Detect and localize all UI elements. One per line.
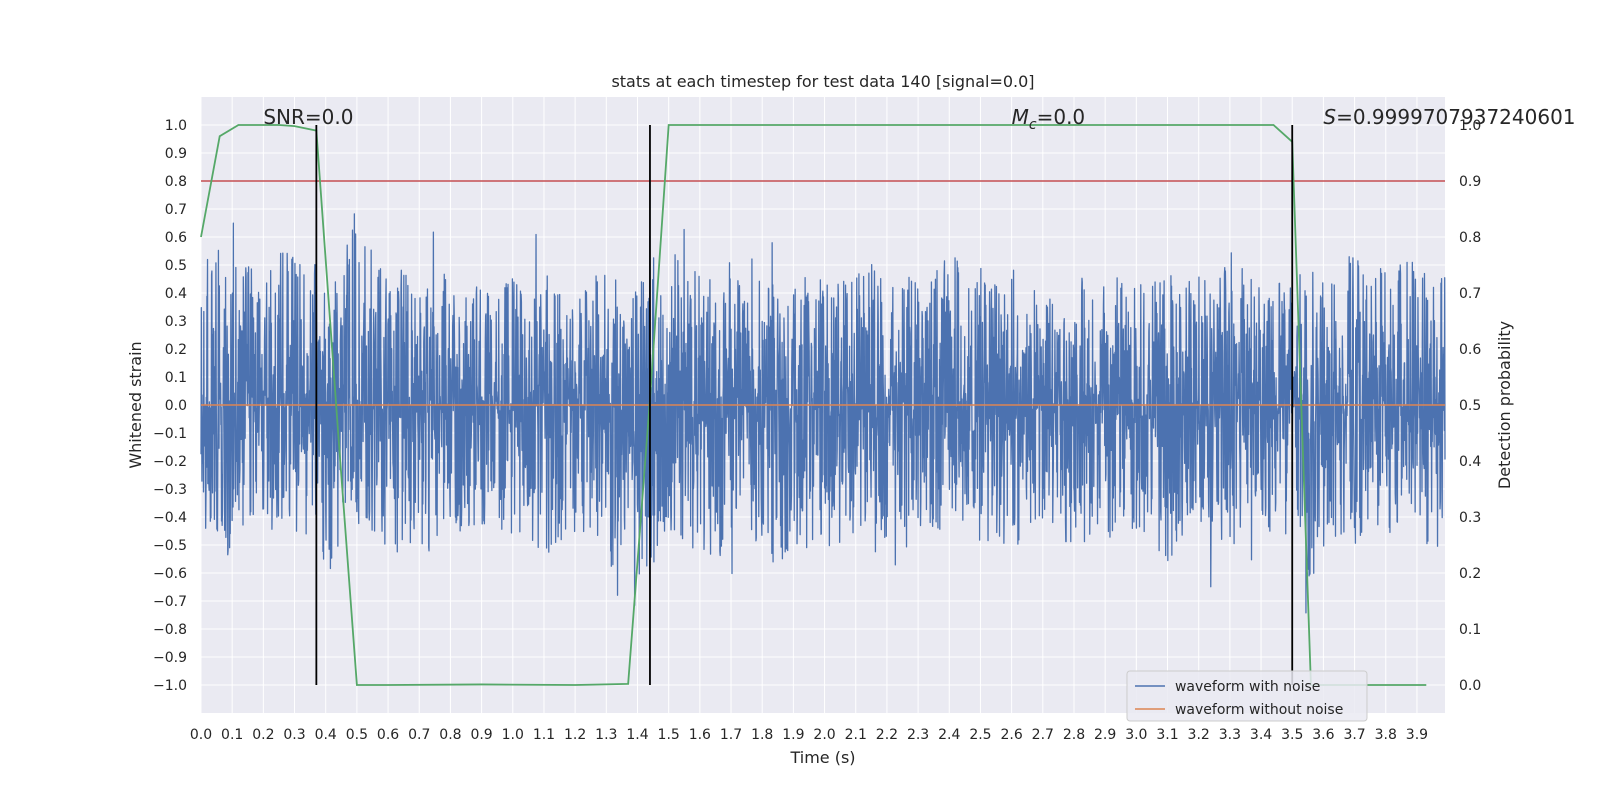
series-line-waveform-with-noise bbox=[200, 213, 1446, 614]
y-tick-label: −0.5 bbox=[153, 538, 187, 554]
y-tick-label: 0.1 bbox=[165, 370, 187, 386]
y2-tick-label: 0.1 bbox=[1459, 622, 1481, 638]
x-tick-label: 1.9 bbox=[782, 727, 804, 743]
y-tick-label: −0.1 bbox=[153, 426, 187, 442]
chart-title: stats at each timestep for test data 140… bbox=[611, 72, 1034, 91]
x-tick-label: 0.3 bbox=[283, 727, 305, 743]
x-tick-label: 1.1 bbox=[533, 727, 555, 743]
x-tick-label: 3.2 bbox=[1188, 727, 1210, 743]
mc-annotation: Mc=0.0 bbox=[1012, 105, 1086, 133]
tick-labels: 0.0 0.1 0.2 0.3 0.4 0.5 0.6 0.7 0.8 0.9 1.0 1.1 1.2 1… bbox=[153, 118, 1481, 743]
x-tick-label: 0.9 bbox=[470, 727, 492, 743]
mc-value: =0.0 bbox=[1037, 105, 1086, 129]
y2-tick-label: 0.2 bbox=[1459, 566, 1481, 582]
y-tick-label: −1.0 bbox=[153, 678, 187, 694]
y-tick-label: 0.5 bbox=[165, 258, 187, 274]
x-tick-label: 2.5 bbox=[969, 727, 991, 743]
x-tick-label: 0.8 bbox=[439, 727, 461, 743]
y-tick-label: 0.9 bbox=[165, 146, 187, 162]
x-tick-label: 3.4 bbox=[1250, 727, 1272, 743]
x-tick-label: 2.6 bbox=[1000, 727, 1022, 743]
x-tick-label: 2.0 bbox=[813, 727, 835, 743]
y2-tick-label: 0.5 bbox=[1459, 398, 1481, 414]
s-annotation: S=0.9999707937240601 bbox=[1323, 105, 1575, 129]
legend-entry-waveform-without-noise: waveform without noise bbox=[1175, 702, 1343, 718]
y-tick-label: 1.0 bbox=[165, 118, 187, 134]
x-tick-label: 3.1 bbox=[1156, 727, 1178, 743]
x-tick-label: 1.4 bbox=[626, 727, 648, 743]
x-tick-label: 2.9 bbox=[1094, 727, 1116, 743]
x-tick-label: 0.1 bbox=[221, 727, 243, 743]
x-tick-label: 2.3 bbox=[907, 727, 929, 743]
x-tick-label: 3.0 bbox=[1125, 727, 1147, 743]
x-tick-label: 1.6 bbox=[689, 727, 711, 743]
s-symbol: S bbox=[1323, 105, 1336, 129]
x-tick-label: 1.7 bbox=[720, 727, 742, 743]
y-tick-label: −0.8 bbox=[153, 622, 187, 638]
x-tick-label: 2.1 bbox=[845, 727, 867, 743]
y-tick-label: 0.6 bbox=[165, 230, 187, 246]
x-tick-label: 0.0 bbox=[190, 727, 212, 743]
legend: waveform with noise waveform without noi… bbox=[1126, 670, 1368, 722]
x-axis-label: Time (s) bbox=[789, 748, 855, 767]
y2-tick-label: 0.7 bbox=[1459, 286, 1481, 302]
y-tick-label: 0.7 bbox=[165, 202, 187, 218]
y2-tick-label: 1.0 bbox=[1459, 118, 1481, 134]
x-tick-label: 0.5 bbox=[346, 727, 368, 743]
y2-tick-label: 0.8 bbox=[1459, 230, 1481, 246]
x-tick-label: 3.8 bbox=[1375, 727, 1397, 743]
y-tick-label: 0.3 bbox=[165, 314, 187, 330]
x-tick-label: 3.9 bbox=[1406, 727, 1428, 743]
legend-entry-waveform-with-noise: waveform with noise bbox=[1175, 679, 1320, 695]
y-tick-label: −0.2 bbox=[153, 454, 187, 470]
y-axis-label: Whitened strain bbox=[126, 341, 145, 468]
y-tick-label: −0.7 bbox=[153, 594, 187, 610]
x-tick-label: 3.6 bbox=[1312, 727, 1334, 743]
x-tick-label: 1.3 bbox=[595, 727, 617, 743]
x-tick-label: 1.5 bbox=[658, 727, 680, 743]
y-tick-label: −0.4 bbox=[153, 510, 187, 526]
snr-annotation: SNR=0.0 bbox=[263, 105, 353, 129]
x-tick-label: 1.2 bbox=[564, 727, 586, 743]
y-tick-label: −0.9 bbox=[153, 650, 187, 666]
s-value: =0.9999707937240601 bbox=[1336, 105, 1575, 129]
chart-marks bbox=[200, 124, 1445, 686]
x-tick-label: 3.5 bbox=[1281, 727, 1303, 743]
mc-subscript: c bbox=[1029, 117, 1037, 133]
y2-tick-label: 0.6 bbox=[1459, 342, 1481, 358]
noisy-waveform bbox=[200, 213, 1446, 614]
y-tick-label: −0.6 bbox=[153, 566, 187, 582]
y2-tick-label: 0.9 bbox=[1459, 174, 1481, 190]
x-tick-label: 2.7 bbox=[1032, 727, 1054, 743]
x-tick-label: 2.2 bbox=[876, 727, 898, 743]
y2-tick-label: 0.3 bbox=[1459, 510, 1481, 526]
x-tick-label: 3.7 bbox=[1343, 727, 1365, 743]
y-tick-label: 0.2 bbox=[165, 342, 187, 358]
y-tick-label: −0.3 bbox=[153, 482, 187, 498]
y2-tick-label: 0.0 bbox=[1459, 678, 1481, 694]
y-tick-label: 0.4 bbox=[165, 286, 187, 302]
x-tick-label: 0.6 bbox=[377, 727, 399, 743]
x-tick-label: 1.8 bbox=[751, 727, 773, 743]
x-tick-label: 1.0 bbox=[502, 727, 524, 743]
x-tick-label: 0.7 bbox=[408, 727, 430, 743]
x-tick-label: 0.4 bbox=[315, 727, 337, 743]
x-tick-label: 3.3 bbox=[1219, 727, 1241, 743]
y2-axis-label: Detection probability bbox=[1495, 321, 1514, 489]
legend-box bbox=[1126, 670, 1368, 722]
y-tick-label: 0.0 bbox=[165, 398, 187, 414]
y2-tick-label: 0.4 bbox=[1459, 454, 1481, 470]
x-tick-label: 0.2 bbox=[252, 727, 274, 743]
mc-symbol: M bbox=[1012, 105, 1029, 129]
x-tick-label: 2.4 bbox=[938, 727, 960, 743]
y-tick-label: 0.8 bbox=[165, 174, 187, 190]
x-tick-label: 2.8 bbox=[1063, 727, 1085, 743]
